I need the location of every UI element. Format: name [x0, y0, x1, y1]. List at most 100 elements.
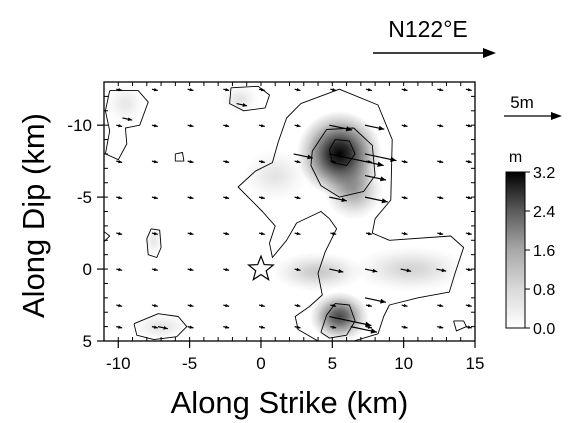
slip-vector-minor-head: [467, 159, 472, 164]
slip-patch: [219, 84, 260, 115]
slip-vector-head: [377, 161, 384, 167]
slip-contour-line: [104, 90, 149, 161]
x-tick-label: 15: [466, 354, 485, 373]
slip-vector-minor-head: [467, 325, 472, 329]
colorbar-tick-label: 0.0: [533, 321, 555, 338]
slip-contour-line: [329, 139, 356, 166]
slip-vector-minor-head: [153, 303, 158, 308]
direction-indicator: N122°E: [373, 16, 496, 58]
slip-vector-minor-head: [332, 325, 337, 329]
slip-vector-minor-head: [118, 88, 123, 92]
x-axis-label: Along Strike (km): [171, 385, 409, 420]
slip-vector-head: [372, 268, 378, 273]
slip-vector-minor-head: [189, 325, 194, 329]
slip-vector-minor-head: [189, 267, 194, 272]
direction-arrowhead-icon: [483, 48, 496, 58]
slip-vector: [329, 315, 372, 327]
slip-vector-minor-head: [189, 195, 194, 200]
slip-patch: [353, 245, 469, 293]
slip-vector-head: [338, 268, 344, 274]
slip-vector-minor-head: [467, 303, 472, 308]
slip-patch: [144, 223, 164, 257]
slip-vector-minor-head: [225, 231, 230, 236]
slip-vector-minor-head: [403, 231, 408, 236]
slip-vector-head: [307, 154, 313, 160]
slip-vector-minor-head: [118, 325, 123, 329]
slip-vector-head: [406, 268, 412, 273]
hypocenter-star-icon: [247, 254, 275, 281]
slip-vector-head: [390, 156, 397, 163]
slip-vector-minor-head: [260, 88, 265, 92]
slip-vector-minor-head: [296, 88, 301, 92]
slip-vector-head: [381, 198, 388, 204]
slip-vector-minor-head: [439, 231, 444, 236]
slip-vector-head: [378, 125, 385, 131]
slip-vector-head: [441, 268, 447, 273]
slip-vector-minor-head: [332, 231, 337, 236]
colorbar-tick-label: 3.2: [533, 165, 555, 182]
slip-vector-minor-head: [367, 88, 372, 92]
slip-vector-minor-head: [439, 159, 444, 164]
slip-vector-head: [127, 117, 133, 122]
slip-contour-line: [146, 228, 162, 258]
slip-vector-minor-head: [260, 325, 265, 329]
slip-vector-minor-head: [439, 325, 444, 329]
colorbar-tick-label: 1.6: [533, 243, 555, 260]
slip-vector-minor-head: [225, 267, 230, 272]
slip-contour-line: [174, 152, 185, 162]
y-axis-label: Along Dip (km): [16, 113, 51, 318]
x-tick-label: 5: [328, 354, 337, 373]
y-tick-label: 0: [83, 260, 92, 279]
colorbar-ticks: 0.0 0.8 1.6 2.4 3.2: [525, 165, 555, 338]
x-tick-label: 0: [256, 354, 265, 373]
slip-vector-minor-head: [403, 325, 408, 329]
slip-vector-minor-head: [118, 195, 123, 200]
slip-vector-minor-head: [260, 195, 265, 200]
slip-vector-minor-head: [403, 195, 408, 200]
x-tick-label: -10: [106, 354, 131, 373]
slip-vector-minor-head: [296, 325, 301, 329]
slip-vector-minor-head: [118, 231, 123, 236]
slip-patch: [242, 149, 309, 203]
colorbar-unit-label: m: [509, 149, 522, 166]
slip-vector-minor-head: [225, 124, 230, 128]
slip-patch: [131, 313, 191, 340]
slip-vector-minor-head: [153, 88, 158, 92]
colorbar-gradient: [505, 171, 526, 329]
slip-vector-head: [364, 321, 372, 327]
slip-vector-minor-head: [153, 231, 158, 236]
scale-arrowhead-icon: [551, 112, 562, 120]
slip-vector-minor-head: [403, 303, 408, 308]
colorbar-tick-label: 0.8: [533, 282, 555, 299]
slip-vector-minor-head: [225, 195, 230, 200]
slip-vector-minor-head: [260, 124, 265, 128]
slip-vector-minor-head: [225, 325, 230, 329]
slip-vector-minor-head: [189, 303, 194, 308]
scale-arrow-label: 5m: [510, 93, 534, 112]
slip-vector-minor-head: [296, 124, 301, 128]
slip-vector-minor-head: [153, 124, 158, 128]
slip-vector-head: [380, 298, 387, 304]
y-tick-label: -10: [67, 116, 92, 135]
slip-patch: [324, 160, 384, 220]
slip-vector-minor-head: [367, 325, 372, 329]
slip-vector-minor-head: [332, 159, 337, 164]
plot-area: [104, 82, 475, 341]
slip-vector-head: [380, 176, 387, 182]
slip-vector-minor-head: [439, 195, 444, 200]
slip-vector-minor-head: [225, 159, 230, 164]
slip-vector-minor-head: [403, 88, 408, 92]
x-tick-label: -5: [182, 354, 197, 373]
slip-vector-minor-head: [467, 231, 472, 236]
slip-vector-minor-head: [260, 159, 265, 164]
slip-vector-minor-head: [296, 303, 301, 308]
colorbar: m 0.0 0.8 1.6 2.4 3.2: [505, 149, 555, 338]
slip-vector-minor-head: [260, 303, 265, 308]
slip-vector-minor-head: [367, 303, 372, 308]
slip-vector-minor-head: [189, 124, 194, 128]
slip-vector-minor-head: [189, 231, 194, 236]
slip-vector-minor-head: [296, 267, 301, 272]
slip-vector-minor-head: [225, 303, 230, 308]
slip-vector-minor-head: [467, 124, 472, 128]
hypocenter-layer: [247, 254, 275, 281]
